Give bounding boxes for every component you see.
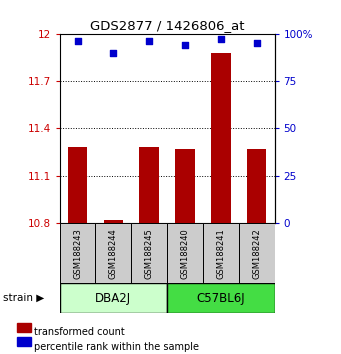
Text: strain ▶: strain ▶ <box>3 293 45 303</box>
Bar <box>104 220 123 223</box>
Bar <box>211 52 231 223</box>
Text: GSM188242: GSM188242 <box>252 229 261 279</box>
Bar <box>167 283 275 313</box>
Text: GSM188244: GSM188244 <box>109 229 118 279</box>
Bar <box>139 147 159 223</box>
Bar <box>239 223 275 285</box>
Bar <box>167 223 203 285</box>
Title: GDS2877 / 1426806_at: GDS2877 / 1426806_at <box>90 19 244 33</box>
Bar <box>95 223 131 285</box>
Bar <box>131 223 167 285</box>
Point <box>254 40 259 46</box>
Bar <box>60 283 167 313</box>
Point <box>110 50 116 55</box>
Point <box>75 38 80 44</box>
Bar <box>203 223 239 285</box>
Text: DBA2J: DBA2J <box>95 292 131 305</box>
Text: transformed count: transformed count <box>34 327 125 337</box>
Bar <box>60 223 95 285</box>
Point <box>218 36 223 42</box>
Text: GSM188243: GSM188243 <box>73 229 82 279</box>
Bar <box>247 149 266 223</box>
Bar <box>68 147 87 223</box>
Text: GSM188245: GSM188245 <box>145 229 154 279</box>
Text: C57BL6J: C57BL6J <box>196 292 245 305</box>
Point <box>182 42 188 48</box>
Bar <box>175 149 195 223</box>
Text: GSM188240: GSM188240 <box>180 229 190 279</box>
Text: percentile rank within the sample: percentile rank within the sample <box>34 342 199 352</box>
Point <box>146 38 152 44</box>
Text: GSM188241: GSM188241 <box>216 229 225 279</box>
